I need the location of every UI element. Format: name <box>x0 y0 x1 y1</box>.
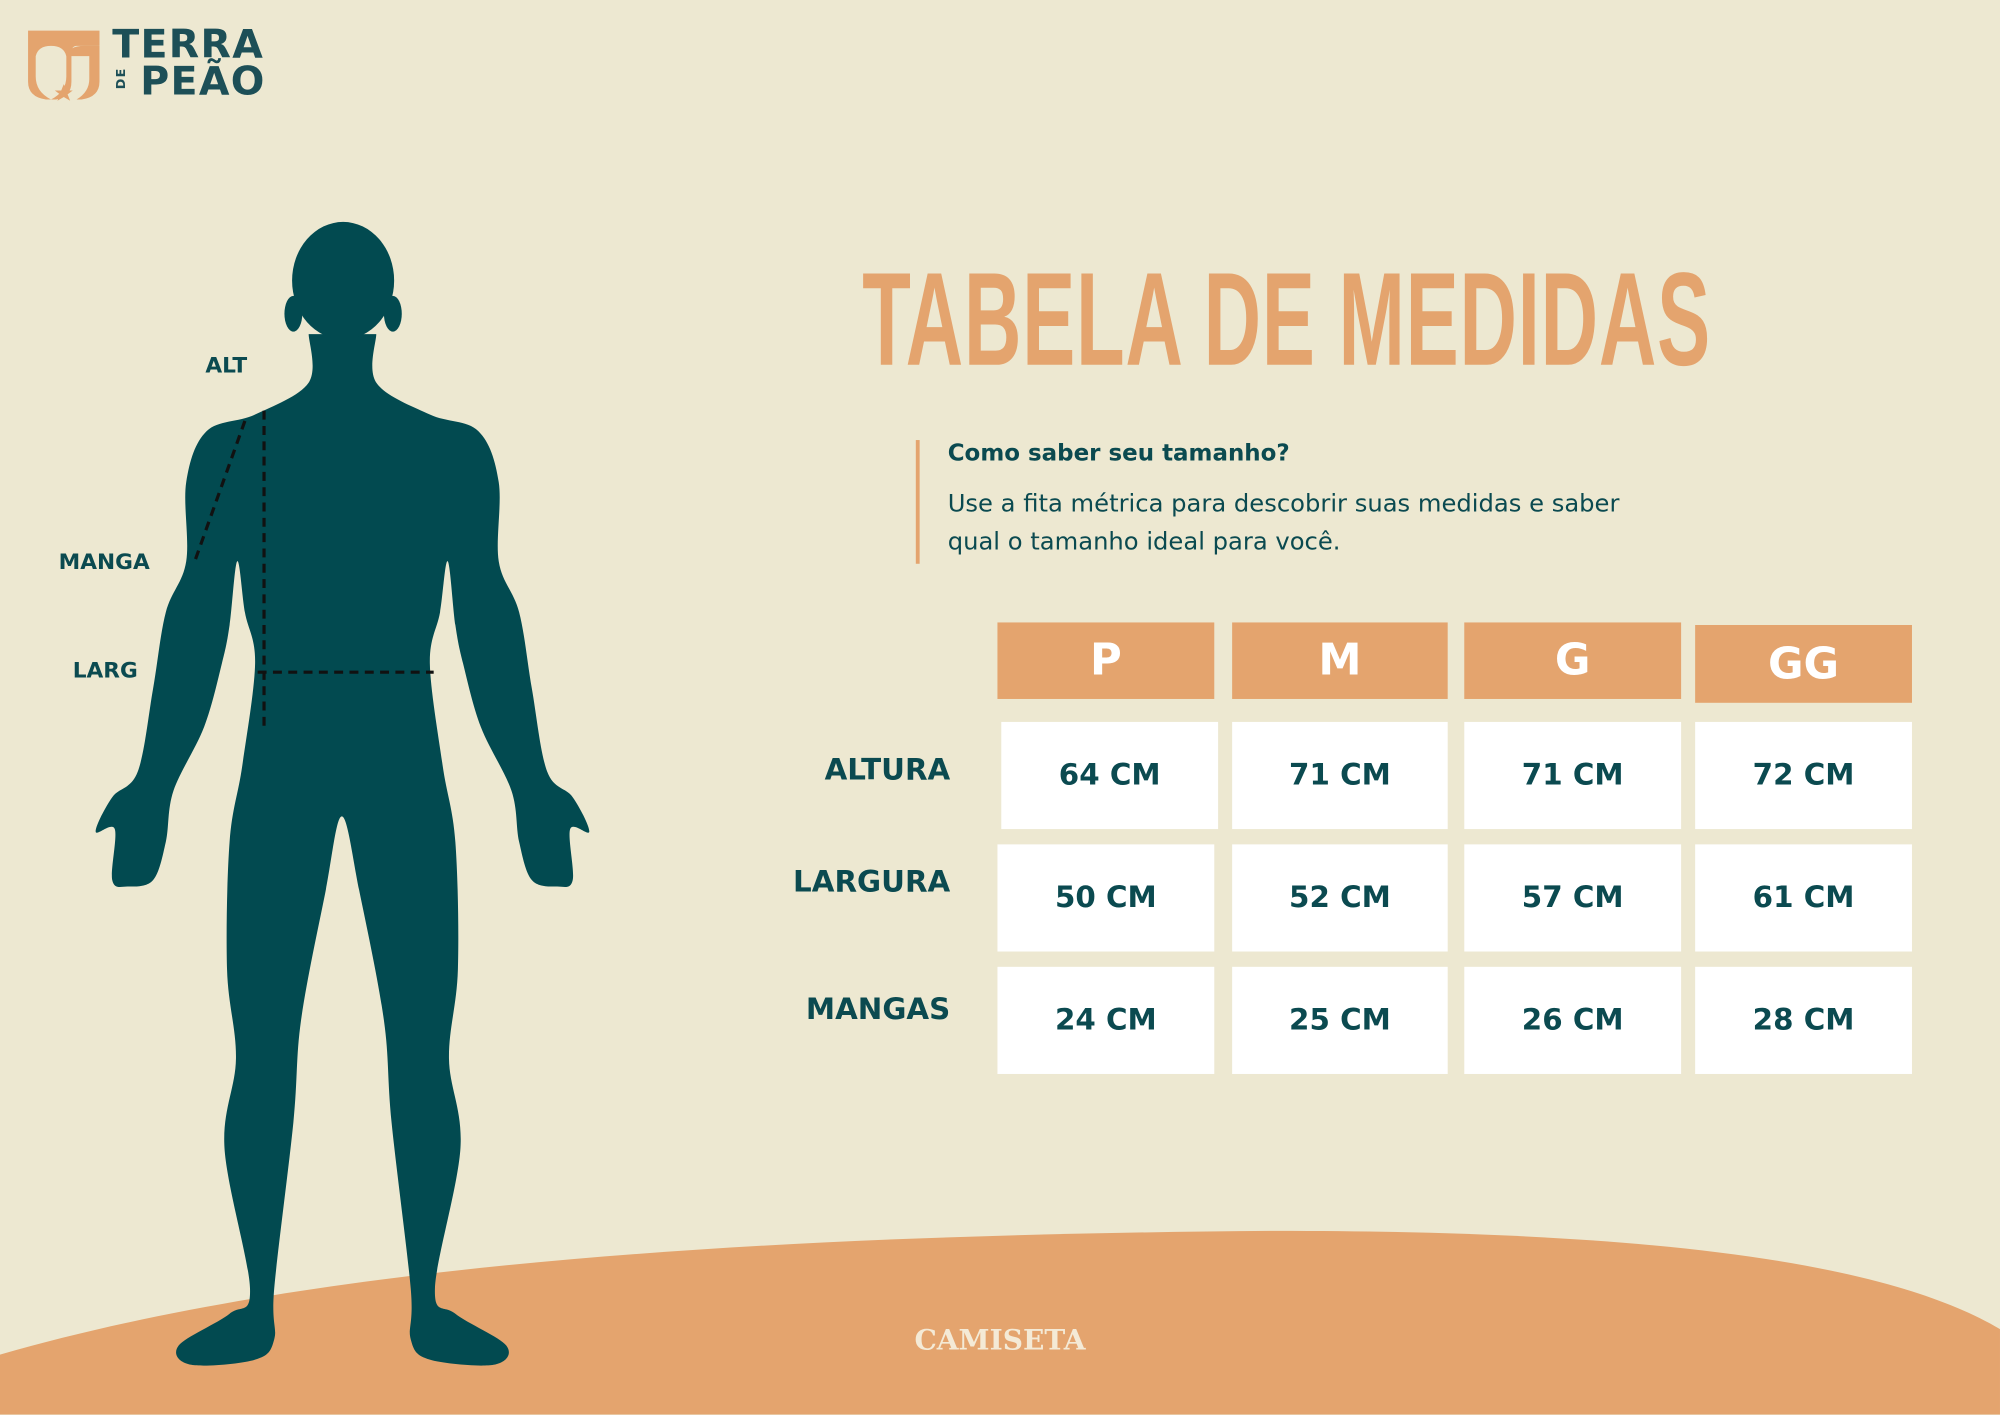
table-cell: 24 CM <box>997 966 1215 1074</box>
row-label-altura: ALTURA <box>824 753 951 787</box>
label-manga: MANGA <box>58 549 150 576</box>
label-alt: ALT <box>205 353 248 379</box>
table-cell: 28 CM <box>1695 966 1912 1074</box>
star-icon <box>54 84 73 101</box>
table-cell: 71 CM <box>1464 721 1682 830</box>
size-header-gg: GG <box>1695 624 1912 703</box>
label-larg: LARG <box>72 658 138 684</box>
right-ear <box>383 295 402 332</box>
info-text: Use a fita métrica para descobrir suas m… <box>947 489 1620 557</box>
info-question: Como saber seu tamanho? <box>947 440 1290 467</box>
table-cell: 26 CM <box>1464 966 1682 1074</box>
table-cell: 61 CM <box>1695 844 1912 952</box>
row-label-largura: LARGURA <box>793 866 951 900</box>
table-cell: 72 CM <box>1695 721 1912 830</box>
page-title: TABELA DE MEDIDAS <box>862 246 1711 395</box>
table-cell: 71 CM <box>1232 721 1448 830</box>
table-cell: 50 CM <box>997 844 1215 952</box>
left-ear <box>284 295 303 332</box>
table-cell: 25 CM <box>1232 966 1448 1074</box>
row-label-mangas: MANGAS <box>805 993 951 1027</box>
logo-icon <box>28 30 100 101</box>
logo-text-peao: PEÃO <box>140 58 266 105</box>
table-cell: 52 CM <box>1232 844 1448 952</box>
sleeve-measure-line <box>192 420 247 565</box>
head <box>292 221 395 340</box>
size-header-g: G <box>1464 622 1682 699</box>
human-silhouette <box>95 334 590 1366</box>
accent-bar <box>915 440 920 564</box>
logo-text-terra: TERRA <box>112 21 265 68</box>
product-label: CAMISETA <box>914 1323 1086 1358</box>
logo-text-de: DE <box>114 67 129 90</box>
size-header-m: M <box>1232 622 1448 699</box>
size-header-p: P <box>997 622 1215 699</box>
table-cell: 64 CM <box>1001 721 1219 830</box>
ground-shape <box>0 1230 2000 1415</box>
table-cell: 57 CM <box>1464 844 1682 952</box>
